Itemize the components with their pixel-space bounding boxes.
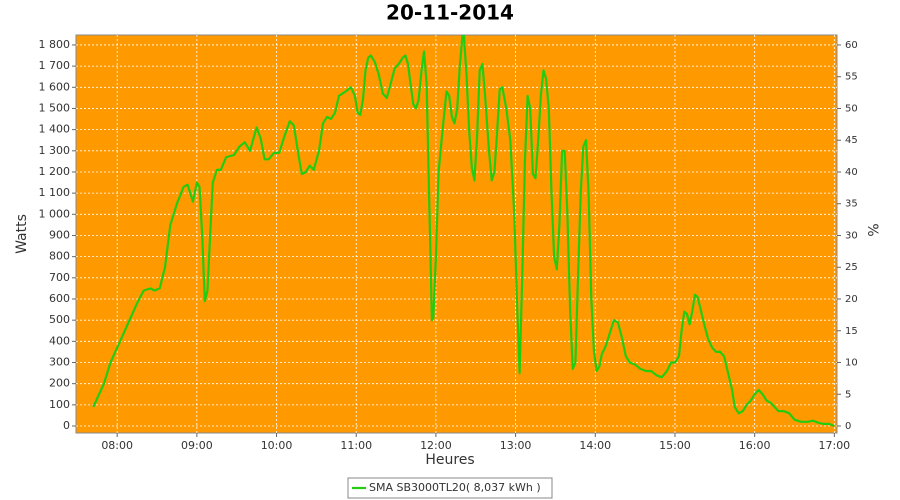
y-tick-label: 1 800 xyxy=(39,38,71,51)
y-tick-label: 1 700 xyxy=(39,59,71,72)
y2-tick-label: 5 xyxy=(845,389,851,400)
y2-tick-label: 45 xyxy=(845,135,858,146)
y2-tick-label: 50 xyxy=(845,103,858,114)
y-tick-label: 800 xyxy=(49,250,70,263)
x-tick-label: 12:00 xyxy=(420,439,452,452)
x-tick-label: 13:00 xyxy=(500,439,532,452)
x-tick-label: 17:00 xyxy=(818,439,850,452)
y-tick-label: 1 400 xyxy=(39,123,71,136)
legend-box xyxy=(347,477,553,499)
y-tick-label: 600 xyxy=(49,292,70,305)
y2-tick-label: 10 xyxy=(845,358,858,369)
x-tick-label: 08:00 xyxy=(101,439,133,452)
x-tick-label: 15:00 xyxy=(659,439,691,452)
plot-area xyxy=(75,34,838,434)
y-tick-label: 400 xyxy=(49,334,70,347)
y2-tick-label: 55 xyxy=(845,72,858,83)
y2-tick-label: 40 xyxy=(845,167,858,178)
y2-tick-label: 0 xyxy=(845,421,851,432)
x-tick-label: 11:00 xyxy=(340,439,372,452)
y-tick-label: 1 000 xyxy=(39,207,71,220)
legend-label: SMA SB3000TL20( 8,037 kWh ) xyxy=(369,481,541,494)
y-tick-label: 500 xyxy=(49,313,70,326)
chart-title: 20-11-2014 xyxy=(386,1,514,25)
y-tick-label: 100 xyxy=(49,398,70,411)
data-line xyxy=(92,35,835,428)
y-tick-label: 900 xyxy=(49,228,70,241)
y2-tick-label: 20 xyxy=(845,294,858,305)
x-tick-label: 16:00 xyxy=(739,439,771,452)
y2-tick-label: 15 xyxy=(845,326,858,337)
y-tick-label: 1 100 xyxy=(39,186,71,199)
y-tick-label: 700 xyxy=(49,271,70,284)
y2-tick-label: 30 xyxy=(845,230,858,241)
y2-axis-label: % xyxy=(864,223,880,236)
x-tick-label: 09:00 xyxy=(181,439,213,452)
y-axis-label: Watts xyxy=(14,214,30,254)
y-tick-label: 1 600 xyxy=(39,80,71,93)
y2-tick-label: 25 xyxy=(845,262,858,273)
x-axis-label: Heures xyxy=(425,452,474,468)
y-tick-label: 1 200 xyxy=(39,165,71,178)
y-tick-label: 1 300 xyxy=(39,144,71,157)
x-tick-label: 10:00 xyxy=(261,439,293,452)
y-tick-label: 300 xyxy=(49,356,70,369)
y2-tick-label: 60 xyxy=(845,40,858,51)
y-tick-label: 1 500 xyxy=(39,101,71,114)
x-tick-label: 14:00 xyxy=(579,439,611,452)
y2-tick-label: 35 xyxy=(845,199,858,210)
y-tick-label: 0 xyxy=(63,419,70,432)
y-tick-label: 200 xyxy=(49,377,70,390)
